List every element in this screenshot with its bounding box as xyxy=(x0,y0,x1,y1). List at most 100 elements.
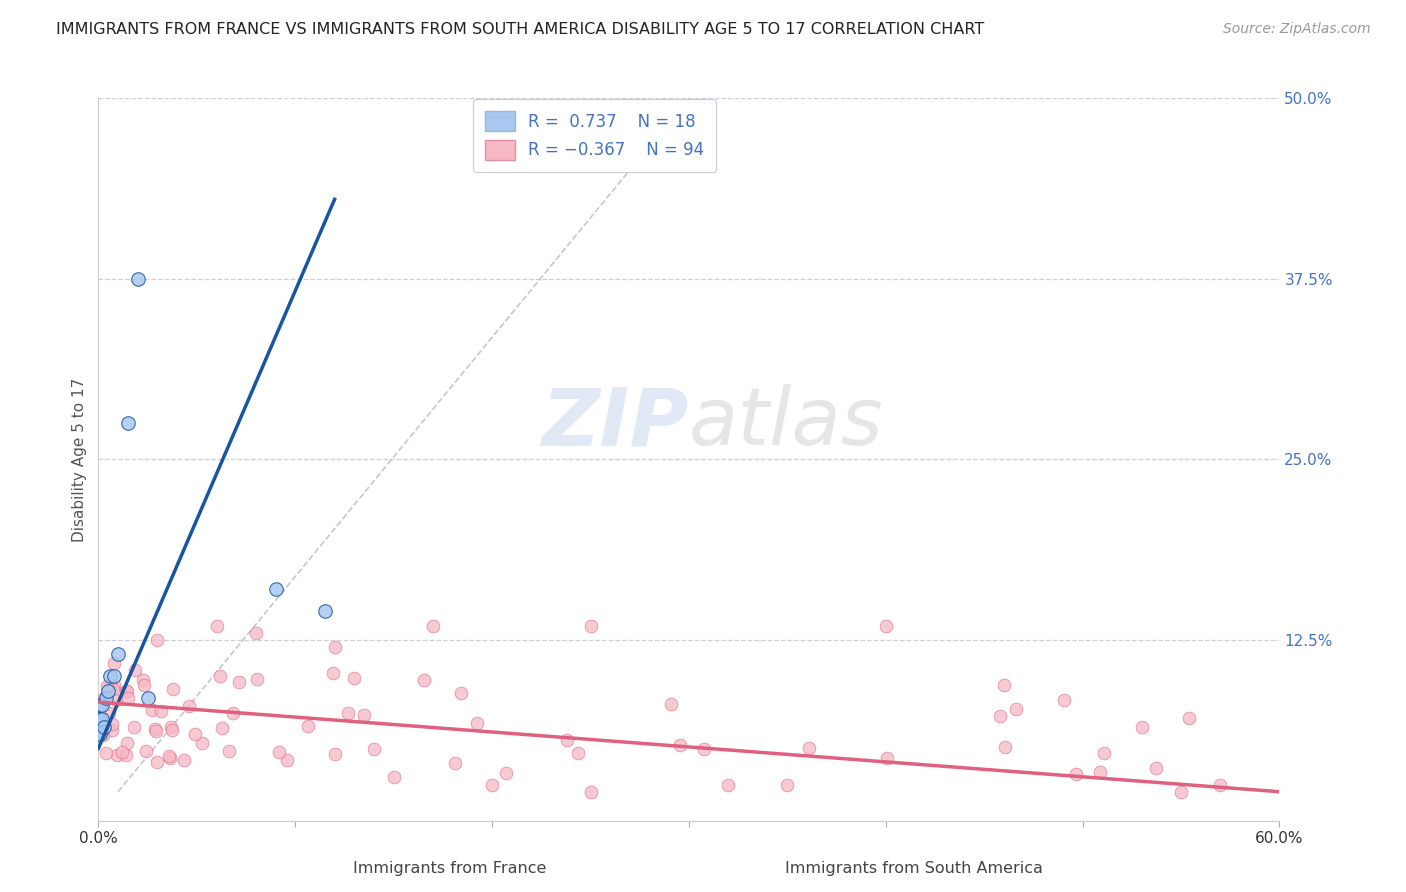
Point xyxy=(579,618,602,632)
Point xyxy=(323,640,346,655)
Point xyxy=(228,674,250,689)
Point xyxy=(191,736,214,750)
Point xyxy=(100,723,122,737)
Text: IMMIGRANTS FROM FRANCE VS IMMIGRANTS FROM SOUTH AMERICA DISABILITY AGE 5 TO 17 C: IMMIGRANTS FROM FRANCE VS IMMIGRANTS FRO… xyxy=(56,22,984,37)
Text: Source: ZipAtlas.com: Source: ZipAtlas.com xyxy=(1223,22,1371,37)
Point xyxy=(143,723,166,737)
Point xyxy=(97,706,120,720)
Point xyxy=(96,746,118,760)
Point xyxy=(988,708,1011,723)
Point xyxy=(159,720,181,734)
Point xyxy=(96,690,118,705)
Point xyxy=(91,728,114,742)
Point xyxy=(127,271,149,285)
Point xyxy=(1092,746,1115,760)
Point xyxy=(184,727,207,741)
Point xyxy=(146,756,169,770)
Point xyxy=(93,720,115,734)
Point xyxy=(89,701,111,715)
Point xyxy=(222,706,245,721)
Point xyxy=(211,721,233,735)
Point xyxy=(98,678,121,692)
Point xyxy=(91,724,114,739)
Point xyxy=(1177,710,1199,724)
Point xyxy=(363,741,385,756)
Point xyxy=(93,691,115,706)
Point xyxy=(162,682,184,697)
Point xyxy=(179,699,201,714)
Point xyxy=(115,683,138,698)
Point xyxy=(336,706,359,721)
Legend: R =  0.737    N = 18, R = −0.367    N = 94: R = 0.737 N = 18, R = −0.367 N = 94 xyxy=(472,99,716,171)
Point xyxy=(1170,785,1192,799)
Point xyxy=(314,604,336,618)
Point xyxy=(111,745,134,759)
Point xyxy=(776,778,799,792)
Point xyxy=(567,746,589,760)
Point xyxy=(1064,766,1087,780)
Point xyxy=(96,679,118,693)
Point xyxy=(322,666,344,681)
Point xyxy=(1130,720,1153,734)
Point xyxy=(114,684,136,698)
Point xyxy=(103,669,125,683)
Point xyxy=(382,770,405,784)
Point xyxy=(89,713,111,727)
Point xyxy=(579,785,602,799)
Point xyxy=(89,727,111,741)
Point xyxy=(117,691,139,706)
Point xyxy=(450,686,472,700)
Point xyxy=(103,656,125,670)
Point xyxy=(325,747,347,761)
Point xyxy=(717,778,740,792)
Point xyxy=(136,690,159,705)
Point xyxy=(105,748,128,763)
Text: Immigrants from South America: Immigrants from South America xyxy=(785,861,1043,876)
Point xyxy=(1053,693,1076,707)
Point xyxy=(412,673,434,687)
Y-axis label: Disability Age 5 to 17: Disability Age 5 to 17 xyxy=(72,377,87,541)
Point xyxy=(205,618,228,632)
Point xyxy=(157,749,180,764)
Point xyxy=(98,669,121,683)
Point xyxy=(141,703,163,717)
Point xyxy=(875,618,897,632)
Point xyxy=(135,744,157,758)
Point xyxy=(132,678,155,692)
Point xyxy=(145,724,167,739)
Point xyxy=(1209,778,1232,792)
Point xyxy=(124,720,146,734)
Point xyxy=(146,633,169,648)
Point xyxy=(117,416,139,431)
Text: atlas: atlas xyxy=(689,384,884,462)
Point xyxy=(465,716,488,731)
Point xyxy=(1144,761,1167,775)
Point xyxy=(269,745,291,759)
Point xyxy=(87,713,110,727)
Point xyxy=(149,705,172,719)
Point xyxy=(107,648,129,662)
Point xyxy=(661,697,683,711)
Point xyxy=(90,713,112,727)
Text: ZIP: ZIP xyxy=(541,384,689,462)
Point xyxy=(103,678,125,692)
Point xyxy=(160,723,183,737)
Point xyxy=(132,673,155,688)
Point xyxy=(91,713,114,727)
Point xyxy=(104,693,127,707)
Point xyxy=(173,753,195,767)
Point xyxy=(246,672,269,686)
Point xyxy=(276,753,298,767)
Point xyxy=(87,727,110,741)
Point xyxy=(669,738,692,752)
Point xyxy=(208,668,231,682)
Point xyxy=(993,678,1015,692)
Point xyxy=(422,618,444,632)
Point xyxy=(114,748,136,763)
Point xyxy=(124,663,146,677)
Point xyxy=(101,681,124,696)
Point xyxy=(297,719,319,733)
Point xyxy=(218,744,240,758)
Point xyxy=(481,778,503,792)
Point xyxy=(89,698,111,712)
